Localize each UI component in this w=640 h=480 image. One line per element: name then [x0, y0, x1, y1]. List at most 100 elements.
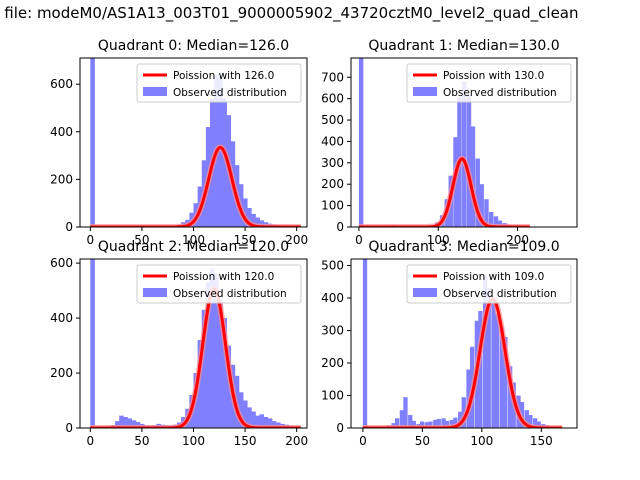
x-tick-label: 100 — [470, 434, 493, 448]
histogram-bar — [497, 220, 503, 227]
histogram-bar — [491, 301, 496, 428]
x-tick-label: 50 — [134, 233, 149, 247]
y-tick-label: 200 — [321, 356, 344, 370]
histogram-bar — [205, 282, 211, 428]
histogram-bar — [247, 407, 252, 428]
legend-label: Poission with 126.0 — [173, 70, 274, 82]
panel-title: Quadrant 2: Median=120.0 — [98, 239, 289, 255]
legend-bar-swatch — [413, 87, 437, 96]
y-tick-label: 200 — [321, 177, 344, 191]
histogram-bar — [218, 298, 223, 428]
legend-bar-swatch — [143, 87, 167, 96]
histogram-bar — [90, 58, 95, 227]
x-tick-label: 0 — [86, 233, 94, 247]
legend-label: Poission with 130.0 — [443, 70, 544, 82]
histogram-bar — [222, 98, 227, 227]
legend-label: Observed distribution — [173, 87, 287, 99]
histogram-bar — [475, 158, 480, 227]
y-tick-label: 400 — [50, 125, 73, 139]
y-tick-label: 300 — [321, 156, 344, 170]
histogram-bar — [524, 410, 529, 428]
histogram-bar — [536, 421, 541, 428]
chart-panel-1: Quadrant 1: Median=130.0 0 100 200 0 100 200 30… — [321, 38, 578, 247]
histogram-bar — [247, 207, 252, 227]
y-tick-label: 100 — [321, 199, 344, 213]
y-tick-label: 0 — [65, 421, 73, 435]
histogram-bar — [362, 259, 368, 428]
y-tick-label: 200 — [50, 172, 73, 186]
histogram-bar — [395, 418, 400, 428]
histogram-bar — [222, 318, 227, 428]
histogram-bar — [503, 337, 508, 428]
histogram-bar — [259, 414, 265, 428]
legend-bar-swatch — [413, 288, 437, 297]
histogram-bar — [499, 327, 504, 428]
panel-title: Quadrant 3: Median=109.0 — [368, 239, 559, 255]
panel-title: Quadrant 1: Median=130.0 — [368, 38, 559, 54]
x-tick-label: 100 — [427, 233, 450, 247]
histogram-bar — [486, 288, 491, 428]
histogram-bar — [508, 366, 513, 428]
histogram-bar — [238, 392, 244, 428]
x-tick-label: 0 — [355, 233, 363, 247]
histogram-bar — [358, 58, 364, 227]
legend-label: Observed distribution — [443, 87, 557, 99]
histogram-bar — [484, 199, 489, 227]
histogram-bar — [90, 259, 95, 428]
histogram-bar — [433, 419, 438, 428]
histogram-bar — [210, 268, 215, 428]
histogram-bar — [493, 216, 499, 227]
legend: Poission with 120.0 Observed distribution — [136, 264, 302, 304]
histogram-bar — [271, 421, 277, 428]
histogram-bar — [399, 410, 405, 428]
y-tick-label: 700 — [321, 70, 344, 84]
chart-panel-0: Quadrant 0: Median=126.0 0 50 100 150 200 0 200… — [50, 38, 308, 247]
chart-panel-3: Quadrant 3: Median=109.0 0 50 100 150 0 100 200… — [321, 239, 578, 448]
x-tick-label: 0 — [86, 434, 94, 448]
histogram-bar — [243, 400, 248, 428]
y-tick-label: 0 — [65, 220, 73, 234]
legend: Poission with 126.0 Observed distribution — [136, 63, 302, 103]
histogram-bar — [131, 420, 137, 428]
y-tick-label: 0 — [336, 421, 344, 435]
histogram-bar — [127, 418, 133, 428]
histogram-bar — [528, 415, 533, 428]
histogram-bar — [532, 418, 538, 428]
x-tick-label: 150 — [234, 434, 257, 448]
histogram-bar — [488, 212, 494, 227]
histogram-bar — [201, 309, 207, 428]
legend-bar-swatch — [143, 288, 167, 297]
x-tick-label: 200 — [285, 233, 308, 247]
histogram-bar — [470, 126, 476, 227]
histogram-bar — [478, 311, 483, 428]
histogram-bar — [411, 420, 416, 428]
y-tick-label: 400 — [321, 291, 344, 305]
x-tick-label: 100 — [182, 233, 205, 247]
legend: Poission with 109.0 Observed distribution — [406, 264, 572, 304]
figure-suptitle: n file: modeM0/AS1A13_003T01_9000005902_… — [0, 4, 579, 23]
x-tick-label: 0 — [359, 434, 367, 448]
y-tick-label: 600 — [321, 92, 344, 106]
histogram-bar — [441, 418, 446, 428]
y-tick-label: 500 — [321, 113, 344, 127]
y-tick-label: 200 — [50, 366, 73, 380]
axes-frame — [350, 258, 578, 429]
legend-label: Observed distribution — [173, 288, 287, 300]
x-tick-label: 50 — [415, 434, 430, 448]
x-tick-label: 200 — [506, 233, 529, 247]
legend-label: Poission with 109.0 — [443, 271, 544, 283]
histogram-bar — [243, 198, 248, 227]
histogram-bar — [267, 418, 273, 428]
y-tick-label: 600 — [50, 77, 73, 91]
y-tick-label: 100 — [321, 389, 344, 403]
legend-box — [406, 63, 572, 103]
legend-box — [136, 264, 302, 304]
x-tick-label: 50 — [134, 434, 149, 448]
legend-label: Observed distribution — [443, 288, 557, 300]
legend-label: Poission with 120.0 — [173, 271, 274, 283]
y-tick-label: 500 — [321, 259, 344, 273]
histogram-bar — [494, 314, 500, 428]
poisson-curve — [362, 297, 563, 428]
histogram-bar — [408, 415, 413, 428]
